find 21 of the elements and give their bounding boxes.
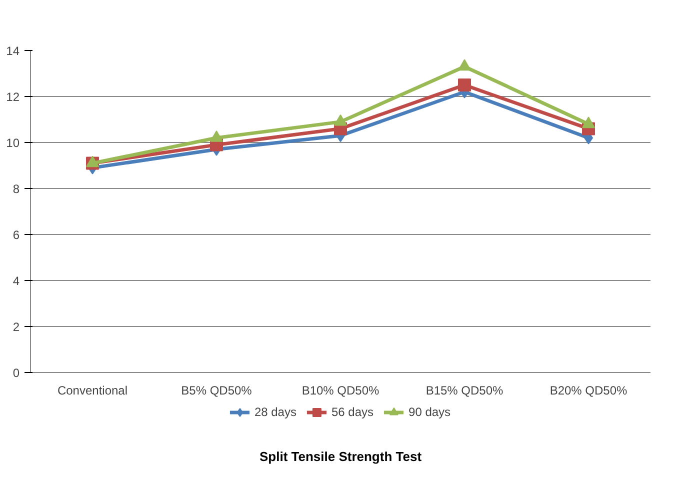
legend-label: 28 days: [254, 405, 296, 419]
legend-label: 90 days: [408, 405, 451, 419]
y-tick-label: 4: [12, 274, 20, 288]
y-tick-label: 14: [6, 44, 20, 58]
y-tick-label: 10: [6, 136, 20, 150]
point: [334, 114, 347, 126]
y-tick-label: 2: [12, 320, 20, 334]
point: [458, 59, 471, 71]
legend-label: 56 days: [331, 405, 374, 419]
point: [458, 78, 471, 92]
x-tick-label: Conventional: [57, 384, 128, 398]
x-tick-label: B20% QD50%: [550, 384, 628, 398]
x-tick-label: B10% QD50%: [302, 384, 380, 398]
x-tick-label: B15% QD50%: [426, 384, 504, 398]
x-tick-label: B5% QD50%: [181, 384, 252, 398]
y-tick-label: 12: [6, 90, 20, 104]
y-tick-label: 6: [12, 228, 20, 242]
y-tick-label: 8: [12, 182, 20, 196]
point: [582, 116, 595, 128]
text: Split Tensile Strength Test: [259, 449, 422, 464]
y-tick-label: 0: [12, 366, 20, 380]
